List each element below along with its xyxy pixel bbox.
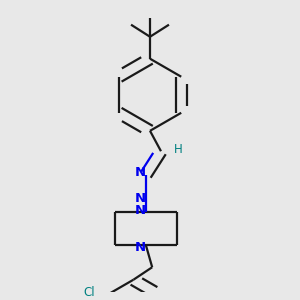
Text: N: N (135, 241, 146, 254)
Text: N: N (135, 166, 146, 179)
Text: N: N (135, 192, 146, 206)
Text: Cl: Cl (83, 286, 95, 299)
Text: H: H (174, 143, 183, 156)
Text: N: N (135, 204, 146, 217)
